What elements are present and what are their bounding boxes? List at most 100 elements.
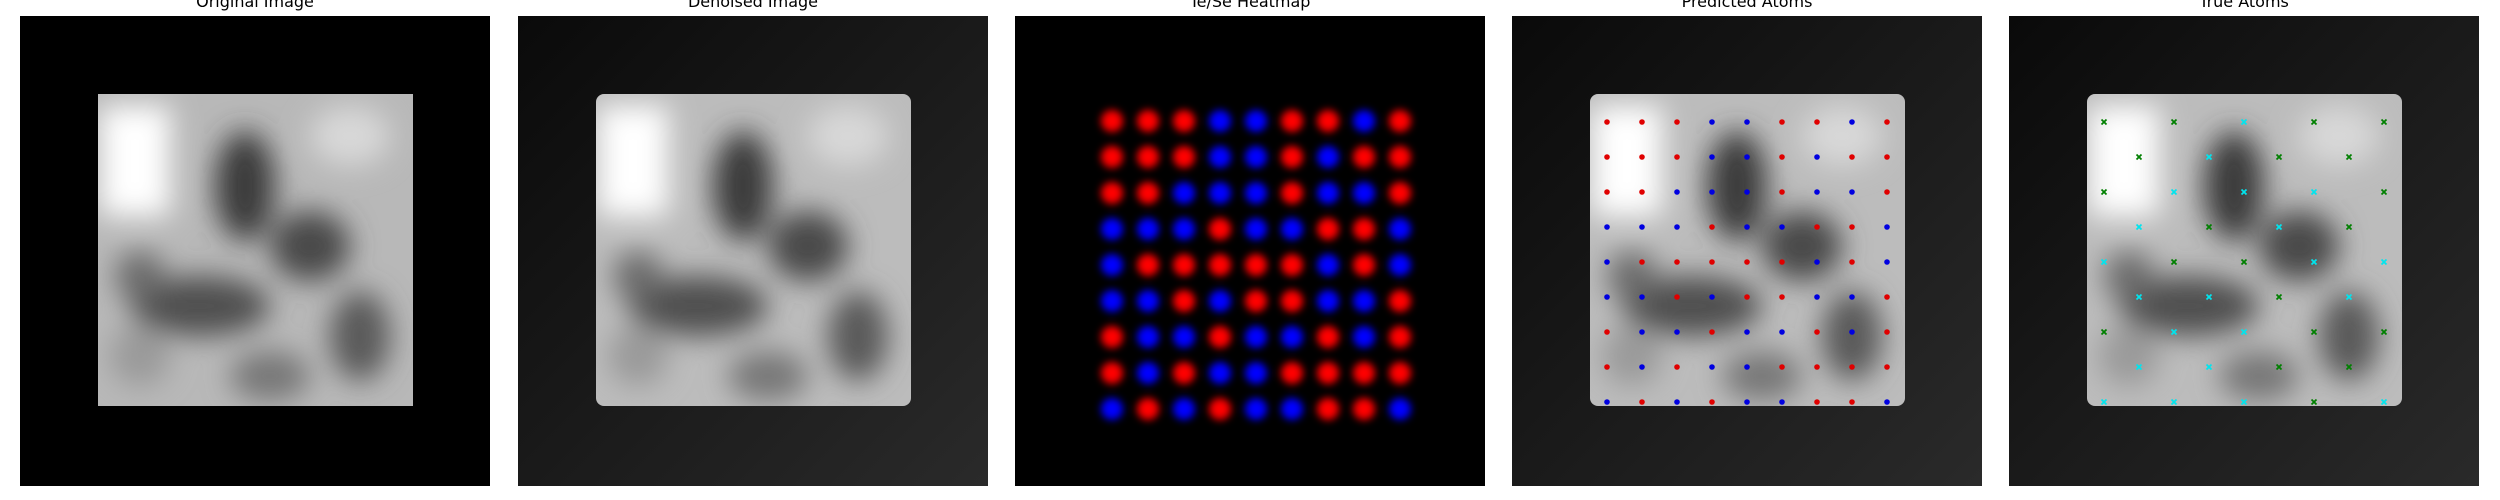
- predicted-te-atom: [1884, 154, 1890, 160]
- predicted-te-atom: [1884, 329, 1890, 335]
- te-heatmap-blob: [1281, 110, 1303, 132]
- te-heatmap-blob: [1389, 146, 1411, 168]
- predicted-te-atom: [1744, 259, 1750, 265]
- panel-title-heatmap: Te/Se Heatmap: [1015, 0, 1485, 10]
- predicted-te-atom: [1674, 154, 1680, 160]
- te-heatmap-blob: [1173, 254, 1195, 276]
- te-heatmap-blob: [1317, 398, 1339, 420]
- se-heatmap-blob: [1173, 218, 1195, 240]
- te-heatmap-blob: [1281, 182, 1303, 204]
- te-heatmap-blob: [1101, 362, 1123, 384]
- predicted-se-atom: [1814, 154, 1820, 160]
- se-heatmap-blob: [1317, 182, 1339, 204]
- predicted-se-atom: [1674, 189, 1680, 195]
- denoised-image: [518, 16, 988, 486]
- predicted-se-atom: [1709, 119, 1715, 125]
- se-heatmap-blob: [1389, 218, 1411, 240]
- predicted-se-atom: [1779, 224, 1785, 230]
- se-heatmap-blob: [1137, 218, 1159, 240]
- se-heatmap-blob: [1245, 326, 1267, 348]
- predicted-se-atom: [1674, 399, 1680, 405]
- predicted-te-atom: [1814, 224, 1820, 230]
- predicted-se-atom: [1674, 329, 1680, 335]
- original-image: [20, 16, 490, 486]
- se-heatmap-blob: [1317, 146, 1339, 168]
- se-heatmap-blob: [1245, 146, 1267, 168]
- te-heatmap-blob: [1137, 398, 1159, 420]
- te-heatmap-blob: [1353, 146, 1375, 168]
- predicted-se-atom: [1604, 399, 1610, 405]
- predicted-se-atom: [1884, 224, 1890, 230]
- te-heatmap-blob: [1245, 254, 1267, 276]
- se-heatmap-blob: [1137, 362, 1159, 384]
- predicted-te-atom: [1639, 189, 1645, 195]
- se-heatmap-blob: [1209, 182, 1231, 204]
- se-heatmap-blob: [1353, 110, 1375, 132]
- te-heatmap-blob: [1281, 254, 1303, 276]
- se-heatmap-blob: [1389, 398, 1411, 420]
- se-heatmap-blob: [1173, 398, 1195, 420]
- original-image-panel: [20, 16, 490, 486]
- se-heatmap-blob: [1209, 110, 1231, 132]
- te-heatmap-blob: [1209, 326, 1231, 348]
- te-heatmap-blob: [1353, 398, 1375, 420]
- predicted-se-atom: [1639, 364, 1645, 370]
- predicted-te-atom: [1639, 399, 1645, 405]
- te-heatmap-blob: [1317, 326, 1339, 348]
- predicted-se-atom: [1639, 294, 1645, 300]
- predicted-se-atom: [1779, 329, 1785, 335]
- predicted-te-atom: [1814, 329, 1820, 335]
- te-heatmap-blob: [1137, 254, 1159, 276]
- te-heatmap-blob: [1101, 182, 1123, 204]
- te-heatmap-blob: [1389, 182, 1411, 204]
- te-se-heatmap: [1015, 16, 1485, 486]
- predicted-te-atom: [1674, 364, 1680, 370]
- se-heatmap-blob: [1173, 182, 1195, 204]
- se-heatmap-blob: [1101, 290, 1123, 312]
- te-heatmap-blob: [1317, 362, 1339, 384]
- denoised-image-panel: [518, 16, 988, 486]
- true-atoms-image: [2009, 16, 2479, 486]
- predicted-te-atom: [1709, 399, 1715, 405]
- se-heatmap-blob: [1317, 254, 1339, 276]
- predicted-te-atom: [1604, 364, 1610, 370]
- se-heatmap-blob: [1245, 398, 1267, 420]
- predicted-te-atom: [1884, 189, 1890, 195]
- predicted-se-atom: [1814, 189, 1820, 195]
- predicted-te-atom: [1814, 399, 1820, 405]
- predicted-se-atom: [1744, 364, 1750, 370]
- predicted-se-atom: [1709, 364, 1715, 370]
- predicted-te-atom: [1849, 399, 1855, 405]
- predicted-te-atom: [1709, 329, 1715, 335]
- se-heatmap-blob: [1281, 326, 1303, 348]
- predicted-se-atom: [1604, 259, 1610, 265]
- predicted-se-atom: [1814, 294, 1820, 300]
- predicted-te-atom: [1604, 119, 1610, 125]
- se-heatmap-blob: [1101, 218, 1123, 240]
- te-heatmap-blob: [1317, 110, 1339, 132]
- predicted-te-atom: [1779, 189, 1785, 195]
- predicted-se-atom: [1639, 329, 1645, 335]
- predicted-te-atom: [1814, 119, 1820, 125]
- predicted-te-atom: [1779, 259, 1785, 265]
- te-heatmap-blob: [1281, 290, 1303, 312]
- se-heatmap-blob: [1281, 398, 1303, 420]
- predicted-te-atom: [1709, 224, 1715, 230]
- te-heatmap-blob: [1281, 146, 1303, 168]
- te-heatmap-blob: [1389, 110, 1411, 132]
- predicted-se-atom: [1744, 119, 1750, 125]
- predicted-te-atom: [1709, 259, 1715, 265]
- panel-title-true: True Atoms: [2009, 0, 2479, 10]
- se-heatmap-blob: [1245, 218, 1267, 240]
- te-heatmap-blob: [1353, 254, 1375, 276]
- te-heatmap-blob: [1389, 290, 1411, 312]
- predicted-te-atom: [1639, 259, 1645, 265]
- predicted-te-atom: [1849, 259, 1855, 265]
- se-heatmap-blob: [1353, 182, 1375, 204]
- predicted-te-atom: [1744, 294, 1750, 300]
- predicted-se-atom: [1744, 224, 1750, 230]
- predicted-te-atom: [1674, 294, 1680, 300]
- panel-title-original: Original Image: [20, 0, 490, 10]
- se-heatmap-blob: [1281, 218, 1303, 240]
- predicted-te-atom: [1884, 364, 1890, 370]
